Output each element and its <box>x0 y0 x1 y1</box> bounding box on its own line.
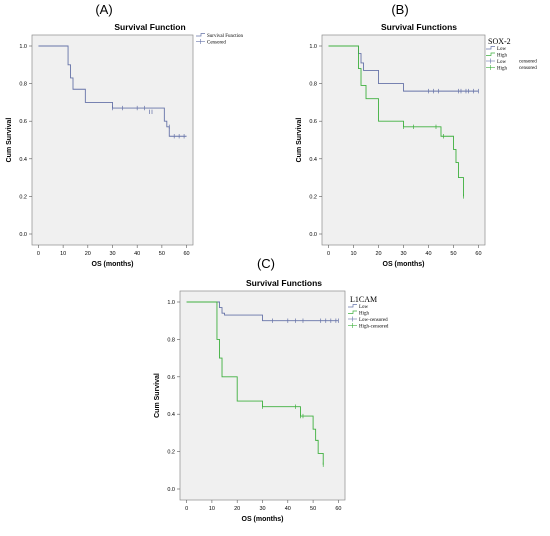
legend-swatch-line <box>196 33 205 37</box>
y-tick-label: 0.4 <box>167 412 175 418</box>
legend-title: SOX-2 <box>488 37 511 46</box>
y-tick-label: 0.4 <box>309 157 317 163</box>
y-tick-label: 0.2 <box>19 194 27 200</box>
legend-entry-label: Low <box>497 60 507 65</box>
x-tick-label: 10 <box>209 506 215 512</box>
x-tick-label: 10 <box>60 251 66 257</box>
y-tick-label: 1.0 <box>167 300 175 306</box>
y-tick-label: 0.6 <box>309 119 317 125</box>
legend-swatch-line <box>348 310 357 314</box>
legend-entry-label: High <box>497 54 508 59</box>
x-tick-label: 40 <box>285 506 291 512</box>
y-tick-label: 1.0 <box>19 44 27 50</box>
plot-area <box>31 34 194 246</box>
y-tick-label: 0.4 <box>19 157 27 163</box>
x-axis-label: OS (months) <box>242 516 284 523</box>
x-tick-label: 40 <box>134 251 140 257</box>
y-axis-label: Cum Survival <box>154 373 161 418</box>
chart-title: Survival Functions <box>381 22 457 32</box>
x-tick-label: 60 <box>475 251 481 257</box>
legend-entry-label: High-censored <box>359 325 389 330</box>
legend-swatch-line <box>486 52 495 56</box>
x-tick-label: 50 <box>310 506 316 512</box>
x-tick-label: 60 <box>183 251 189 257</box>
plot-area <box>321 34 486 246</box>
legend-swatch-line <box>486 46 495 50</box>
y-axis-label: Cum Survival <box>296 118 303 163</box>
legend-entry-label: High <box>497 67 508 72</box>
panel-letter: (A) <box>95 2 112 17</box>
legend-side-label: censored <box>519 66 537 71</box>
y-tick-label: 1.0 <box>309 44 317 50</box>
y-tick-label: 0.2 <box>167 450 175 456</box>
survival-curve-0 <box>38 45 187 137</box>
survival-curve-0 <box>186 301 339 322</box>
y-tick-label: 0.6 <box>167 375 175 381</box>
legend-entry-label: High <box>359 312 370 317</box>
x-tick-label: 50 <box>159 251 165 257</box>
survival-curve-1 <box>186 301 324 465</box>
x-tick-label: 20 <box>375 251 381 257</box>
x-tick-label: 60 <box>335 506 341 512</box>
legend-entry-label: Low <box>497 47 507 52</box>
chart-title: Survival Function <box>114 22 185 32</box>
y-tick-label: 0.2 <box>309 194 317 200</box>
y-tick-label: 0.8 <box>19 82 27 88</box>
x-tick-label: 0 <box>37 251 40 257</box>
legend-swatch-line <box>348 304 357 308</box>
panel-letter: (C) <box>257 256 275 271</box>
y-tick-label: 0.0 <box>167 487 175 493</box>
legend-entry-label: Survival Function <box>207 34 243 39</box>
x-axis-label: OS (months) <box>383 261 425 268</box>
x-tick-label: 50 <box>450 251 456 257</box>
x-tick-label: 30 <box>400 251 406 257</box>
x-tick-label: 30 <box>259 506 265 512</box>
y-tick-label: 0.8 <box>309 82 317 88</box>
chart-panel-2: (C) Survival Functions 0.0 0.2 0.4 0.6 0.8 1.0 0… <box>154 256 389 523</box>
x-tick-label: 20 <box>85 251 91 257</box>
y-tick-label: 0.8 <box>167 337 175 343</box>
x-tick-label: 30 <box>109 251 115 257</box>
legend-entry-label: Low <box>359 305 369 310</box>
legend-side-label: censored <box>519 60 537 65</box>
x-tick-label: 10 <box>350 251 356 257</box>
y-tick-label: 0.6 <box>19 119 27 125</box>
x-tick-label: 0 <box>327 251 330 257</box>
chart-panel-1: (B) Survival Functions 0.0 0.2 0.4 0.6 0.8 1.0 0… <box>296 2 537 268</box>
legend-entry-label: Censored <box>207 41 226 46</box>
x-tick-label: 20 <box>234 506 240 512</box>
legend-title: L1CAM <box>350 295 377 304</box>
x-tick-label: 40 <box>425 251 431 257</box>
legend: Survival Function Censored <box>196 33 243 46</box>
y-axis-label: Cum Survival <box>6 118 13 163</box>
plot-area <box>179 290 346 501</box>
x-tick-label: 0 <box>185 506 188 512</box>
chart-title: Survival Functions <box>246 278 322 288</box>
y-tick-label: 0.0 <box>309 232 317 238</box>
y-tick-label: 0.0 <box>19 232 27 238</box>
legend-entry-label: Low-censored <box>359 318 388 323</box>
panel-letter: (B) <box>391 2 408 17</box>
x-axis-label: OS (months) <box>92 261 134 268</box>
